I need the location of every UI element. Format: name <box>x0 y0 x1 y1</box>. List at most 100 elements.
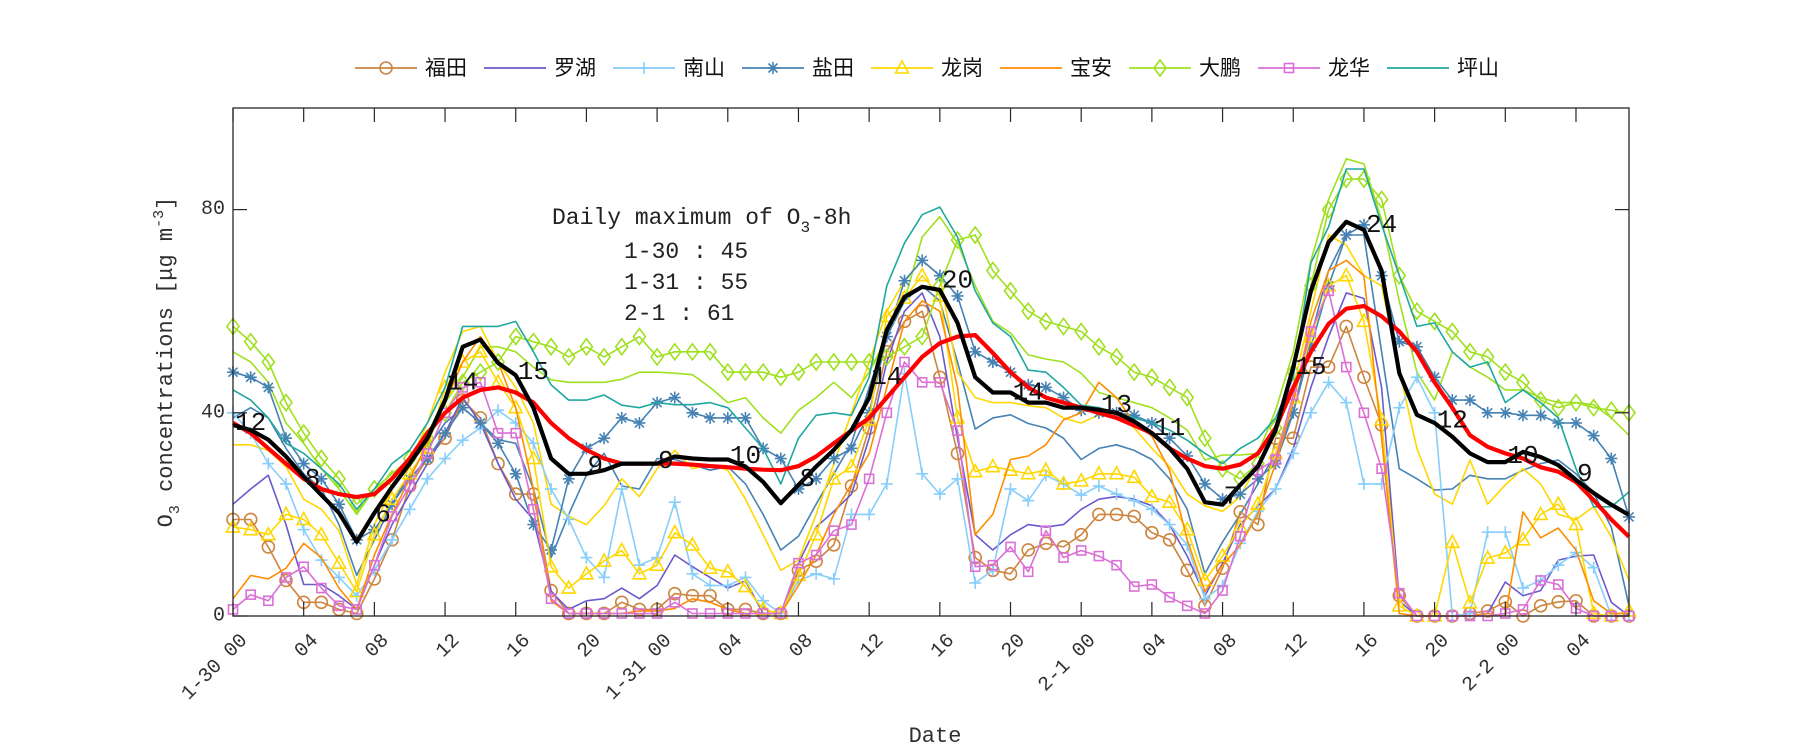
data-point-triangle <box>525 449 542 465</box>
data-point-diamond <box>332 469 347 489</box>
data-point-square <box>793 557 804 569</box>
annotation-label: 7 <box>1224 482 1240 512</box>
data-point-square <box>863 473 875 485</box>
data-point-triangle <box>242 520 259 536</box>
annotation-label: 12 <box>1437 405 1468 435</box>
legend-item[interactable]: 盐田 <box>742 56 854 80</box>
data-point-diamond <box>349 494 364 514</box>
x-tick-label: 2-2 00 <box>1458 630 1525 697</box>
data-point-diamond <box>1003 281 1018 301</box>
data-point-circle <box>1357 370 1371 385</box>
data-point-triangle <box>1568 515 1584 531</box>
data-point-plus <box>810 567 823 580</box>
data-point-plus <box>333 571 346 584</box>
data-point-square <box>316 582 327 594</box>
data-point-asterisk <box>1534 409 1547 422</box>
data-point-diamond <box>1180 388 1195 407</box>
data-point-square <box>386 511 398 522</box>
data-point-square <box>404 480 416 492</box>
data-point-asterisk <box>1463 394 1476 407</box>
data-point-triangle <box>560 579 577 594</box>
data-point-square <box>775 608 787 619</box>
legend-item[interactable]: 宝安 <box>1000 56 1112 80</box>
data-point-triangle <box>1550 495 1567 511</box>
data-point-circle <box>1321 360 1336 374</box>
legend-item[interactable]: 罗湖 <box>484 56 596 80</box>
data-point-square <box>1058 552 1069 563</box>
data-point-plus <box>1287 447 1300 460</box>
data-point-plus <box>580 551 593 564</box>
legend-label: 盐田 <box>812 56 854 80</box>
data-point-square <box>422 448 433 459</box>
data-point-plus <box>1587 561 1600 574</box>
legend: 福田 罗湖 南山 盐田 龙岗 宝安 大鹏 龙华 坪山 <box>355 56 1499 80</box>
data-point-triangle <box>666 524 683 539</box>
data-point-diamond <box>1162 378 1177 397</box>
data-point-diamond <box>367 479 382 499</box>
legend-marker-triangle <box>894 59 910 74</box>
data-point-plus <box>598 571 611 584</box>
legend-item[interactable]: 龙岗 <box>871 56 983 80</box>
data-point-diamond <box>1462 342 1477 362</box>
y-tick-label: 80 <box>201 198 225 221</box>
data-point-triangle <box>967 463 984 478</box>
data-point-triangle <box>596 552 612 567</box>
x-tick-label: 04 <box>715 630 748 663</box>
data-point-triangle <box>1161 493 1178 509</box>
data-point-triangle <box>1532 505 1549 521</box>
legend-item[interactable]: 南山 <box>613 56 725 80</box>
data-point-asterisk <box>474 416 487 429</box>
data-point-plus <box>615 483 628 495</box>
data-point-plus <box>668 496 681 509</box>
data-point-square <box>916 377 928 388</box>
data-point-diamond <box>985 261 1000 280</box>
x-tick-label: 16 <box>927 630 960 663</box>
textbox-title: Daily maximum of O3-8h <box>552 205 851 237</box>
legend-item[interactable]: 大鹏 <box>1129 56 1241 80</box>
data-point-asterisk <box>1481 406 1494 419</box>
legend-label: 龙华 <box>1328 56 1370 80</box>
data-point-diamond <box>296 423 311 443</box>
data-point-diamond <box>915 327 930 346</box>
y-label-sup: -3 <box>151 210 168 228</box>
data-point-plus <box>1092 479 1105 492</box>
legend-label: 龙岗 <box>941 56 983 80</box>
annotation-label: 10 <box>1507 441 1538 471</box>
data-point-diamond <box>826 352 841 372</box>
data-point-plus <box>969 576 982 589</box>
data-point-asterisk <box>686 406 699 419</box>
data-point-square <box>1005 541 1016 553</box>
data-point-square <box>1022 566 1034 578</box>
data-point-plus <box>1198 592 1211 605</box>
x-tick-label: 16 <box>502 630 535 663</box>
data-point-square <box>1075 545 1087 556</box>
x-tick-label: 12 <box>432 630 465 663</box>
textbox-title-base: Daily maximum of O <box>552 205 800 231</box>
legend-item[interactable]: 福田 <box>355 56 467 80</box>
annotation-label: 8 <box>305 464 321 494</box>
data-point-triangle <box>825 470 842 485</box>
annotation-label: 9 <box>587 451 603 481</box>
data-point-asterisk <box>951 289 964 302</box>
data-point-triangle <box>1444 533 1461 549</box>
data-point-circle <box>1074 527 1089 542</box>
data-point-diamond <box>1021 301 1036 321</box>
x-tick-label: 12 <box>856 630 889 663</box>
x-axis-label: Date <box>909 724 962 749</box>
data-point-asterisk <box>1039 381 1052 394</box>
data-point-square <box>1234 530 1246 542</box>
data-point-plus <box>297 523 310 536</box>
data-point-plus <box>951 472 964 485</box>
data-point-plus <box>1022 494 1035 507</box>
legend-item[interactable]: 坪山 <box>1387 56 1499 80</box>
data-point-circle <box>667 586 682 601</box>
data-point-square <box>846 519 857 530</box>
data-point-square <box>1128 581 1140 592</box>
data-point-triangle <box>1515 531 1531 546</box>
data-point-diamond <box>1604 400 1619 420</box>
data-point-plus <box>1004 483 1017 495</box>
legend-item[interactable]: 龙华 <box>1258 56 1370 80</box>
data-point-square <box>1270 454 1281 465</box>
data-point-square <box>545 593 557 605</box>
data-point-plus <box>421 472 434 485</box>
